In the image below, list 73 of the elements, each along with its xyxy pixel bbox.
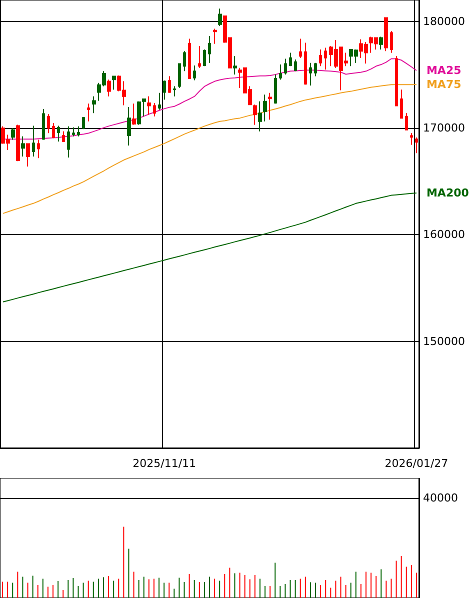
candlestick	[213, 28, 217, 44]
y-tick-label: 170000	[423, 122, 465, 134]
line-series	[2, 84, 417, 214]
candlestick	[304, 42, 307, 86]
candlestick	[299, 38, 302, 58]
candlestick	[319, 48, 322, 67]
candlestick	[132, 103, 136, 126]
x-tick-label: 2026/01/27	[384, 457, 448, 470]
candlestick	[178, 62, 181, 88]
candlestick	[390, 30, 393, 54]
candlestick	[62, 130, 65, 142]
candlestick	[405, 112, 408, 130]
candlestick	[147, 96, 151, 116]
candlestick	[253, 104, 257, 126]
candlestick	[400, 89, 403, 119]
x-tick-label: 2025/11/11	[132, 457, 196, 470]
candlestick	[218, 8, 222, 27]
candlestick	[258, 100, 262, 132]
candlestick	[279, 64, 282, 80]
candlestick	[395, 56, 398, 106]
candlestick	[203, 48, 206, 67]
line-series	[2, 58, 417, 140]
candlestick	[37, 139, 40, 159]
candlestick	[82, 116, 85, 130]
candlestick	[158, 92, 161, 110]
candlestick	[127, 106, 131, 146]
candlestick	[274, 74, 277, 104]
candlestick	[379, 36, 383, 50]
candlestick	[47, 114, 50, 134]
candlestick	[183, 50, 186, 72]
candlestick	[153, 102, 156, 117]
candlestick	[294, 59, 297, 72]
candlestick	[52, 122, 55, 139]
line-series	[2, 192, 417, 302]
candlestick	[268, 92, 272, 120]
candlestick	[168, 76, 171, 94]
y-tick-label: 150000	[423, 334, 465, 348]
candlestick	[284, 58, 287, 76]
series-label: MA25	[426, 64, 462, 78]
y-tick-label: 180000	[423, 14, 465, 28]
candlestick	[107, 79, 111, 97]
candlestick	[415, 136, 418, 154]
series-label: MA200	[426, 186, 470, 200]
candlestick	[163, 80, 166, 100]
candlestick	[263, 94, 267, 122]
candlestick	[193, 64, 196, 81]
candlestick	[289, 52, 292, 67]
candlestick	[21, 136, 25, 157]
candlestick	[314, 62, 317, 77]
candlestick	[42, 108, 45, 140]
candlestick	[324, 47, 327, 70]
candlestick	[92, 96, 96, 114]
candlestick	[188, 38, 191, 80]
series-label: MA75	[426, 78, 462, 92]
candlestick	[87, 103, 90, 122]
candlestick	[173, 86, 176, 97]
y-tick-label: 160000	[423, 228, 465, 242]
candlestick	[57, 125, 60, 142]
candlestick	[208, 36, 211, 64]
candlestick	[384, 17, 388, 52]
candlestick	[112, 76, 116, 90]
candlestick	[198, 46, 201, 68]
candlestick	[309, 62, 312, 86]
candlestick	[233, 56, 237, 76]
candlestick	[72, 126, 75, 137]
candlestick	[11, 128, 15, 140]
candlestick	[26, 143, 30, 168]
candlestick	[67, 126, 70, 158]
y-tick-label: 40000	[423, 492, 458, 504]
candlestick	[16, 124, 20, 162]
candlestick	[410, 132, 413, 146]
candlestick	[32, 125, 35, 157]
candlestick	[77, 126, 80, 137]
